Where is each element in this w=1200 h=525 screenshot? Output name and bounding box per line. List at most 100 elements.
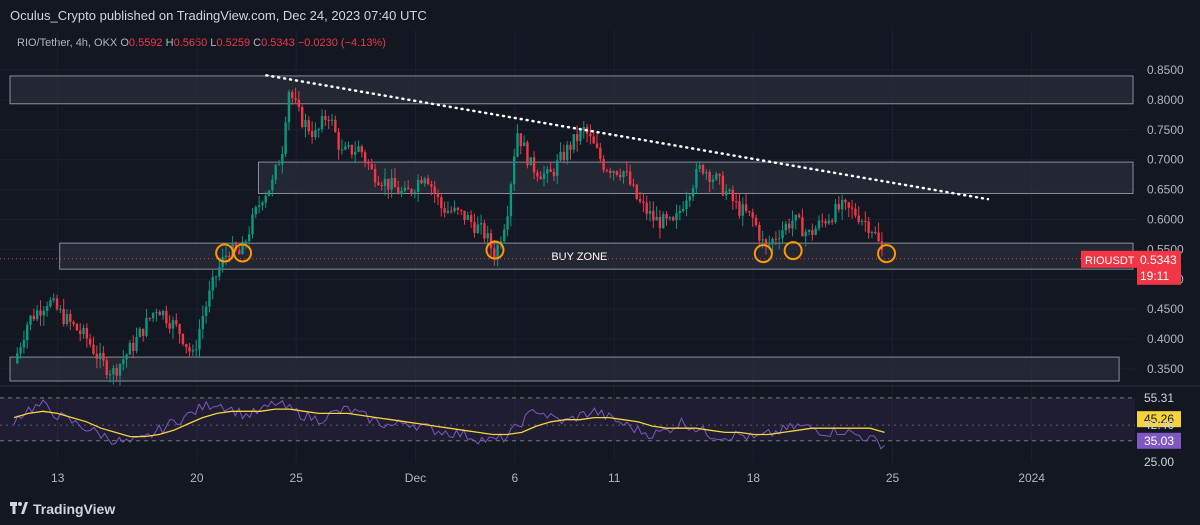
candle-body <box>529 157 532 166</box>
price-tick-label: 0.8000 <box>1147 93 1184 107</box>
candle-body <box>489 233 493 249</box>
rsi-value-badge <box>1137 411 1181 428</box>
candle-body <box>668 217 672 219</box>
candle-body <box>741 204 744 216</box>
candle-body <box>267 190 271 196</box>
candle-body <box>844 199 847 203</box>
candle-body <box>695 168 698 189</box>
legend-close: 0.5343 <box>261 37 295 49</box>
candle-body <box>274 164 277 180</box>
candle-body <box>559 151 562 161</box>
candle-body <box>473 221 476 233</box>
candle-body <box>691 188 695 197</box>
candle-body <box>612 171 615 174</box>
candle-body <box>698 164 701 169</box>
price-badge <box>1137 250 1181 285</box>
time-tick-label: 18 <box>747 471 761 485</box>
candle-body <box>648 210 652 214</box>
candle-body <box>665 214 668 219</box>
candle-body <box>834 203 837 222</box>
candle-body <box>314 130 317 137</box>
candle-body <box>645 202 648 214</box>
time-tick-label: 25 <box>290 471 304 485</box>
candle-body <box>317 129 320 131</box>
candle-body <box>592 136 595 144</box>
candle-body <box>108 374 112 376</box>
candle-body <box>400 190 403 194</box>
candle-body <box>350 144 354 155</box>
candle-body <box>360 146 364 153</box>
candle-body <box>95 353 98 359</box>
candle-body <box>52 298 55 301</box>
candle-body <box>247 234 251 242</box>
candle-body <box>363 152 367 162</box>
candle-body <box>688 196 691 201</box>
candle-body <box>867 221 870 233</box>
candle-body <box>744 204 748 212</box>
candle-body <box>459 209 463 211</box>
candle-body <box>463 210 466 220</box>
candle-body <box>758 224 761 241</box>
candle-body <box>642 201 645 203</box>
publisher-text: Oculus_Crypto published on TradingView.c… <box>10 8 427 23</box>
candle-body <box>161 310 165 316</box>
candle-body <box>817 220 821 229</box>
candle-body <box>658 216 662 229</box>
candle-body <box>211 277 214 291</box>
candle-body <box>128 342 132 355</box>
candle-body <box>860 221 864 223</box>
legend-low: 0.5259 <box>216 37 251 49</box>
candle-body <box>433 186 436 194</box>
chart-canvas[interactable]: BUY ZONE 0.8500 0.8000 0.7500 0.7000 0.6500 0.… <box>0 0 1200 493</box>
legend-change: −0.0230 (−4.13%) <box>297 37 386 49</box>
candle-body <box>503 229 506 242</box>
candle-body <box>430 184 433 187</box>
rsi-axis-label: 25.00 <box>1144 455 1174 469</box>
candle-body <box>708 172 711 182</box>
candle-body <box>82 327 85 335</box>
candle-body <box>79 330 82 335</box>
candle-body <box>754 217 758 225</box>
candle-body <box>711 179 715 182</box>
candle-body <box>857 215 860 223</box>
candle-body <box>423 178 426 184</box>
candle-body <box>496 244 499 260</box>
candle-body <box>874 232 877 234</box>
candle-body <box>582 127 585 130</box>
candle-body <box>271 179 274 191</box>
candle-body <box>300 107 304 127</box>
candle-body <box>821 220 824 222</box>
time-tick-label: 2024 <box>1018 471 1045 485</box>
candle-body <box>251 214 254 235</box>
candle-body <box>45 306 49 311</box>
candle-body <box>539 176 542 180</box>
candle-body <box>685 200 688 210</box>
candle-body <box>599 147 602 160</box>
candle-body <box>542 173 546 180</box>
candle-body <box>638 198 642 202</box>
candle-body <box>92 344 95 354</box>
candle-body <box>320 116 324 130</box>
candle-body <box>595 143 599 148</box>
time-tick-label: 20 <box>190 471 204 485</box>
candle-body <box>619 174 622 178</box>
candle-body <box>175 320 178 325</box>
candle-body <box>158 311 161 316</box>
candle-body <box>681 209 685 212</box>
candle-body <box>393 177 397 188</box>
candle-body <box>191 350 195 352</box>
candle-body <box>334 119 337 132</box>
candle-body <box>512 156 516 185</box>
publisher-bar: Oculus_Crypto published on TradingView.c… <box>0 0 1200 30</box>
candle-body <box>49 300 52 307</box>
candle-body <box>864 221 867 223</box>
candle-body <box>118 364 122 376</box>
candle-body <box>774 238 778 240</box>
candle-body <box>416 179 420 192</box>
candle-body <box>22 340 26 348</box>
candle-body <box>456 207 460 210</box>
candle-body <box>652 210 655 221</box>
candle-body <box>281 153 284 165</box>
candle-body <box>784 223 788 231</box>
candle-body <box>62 308 65 325</box>
